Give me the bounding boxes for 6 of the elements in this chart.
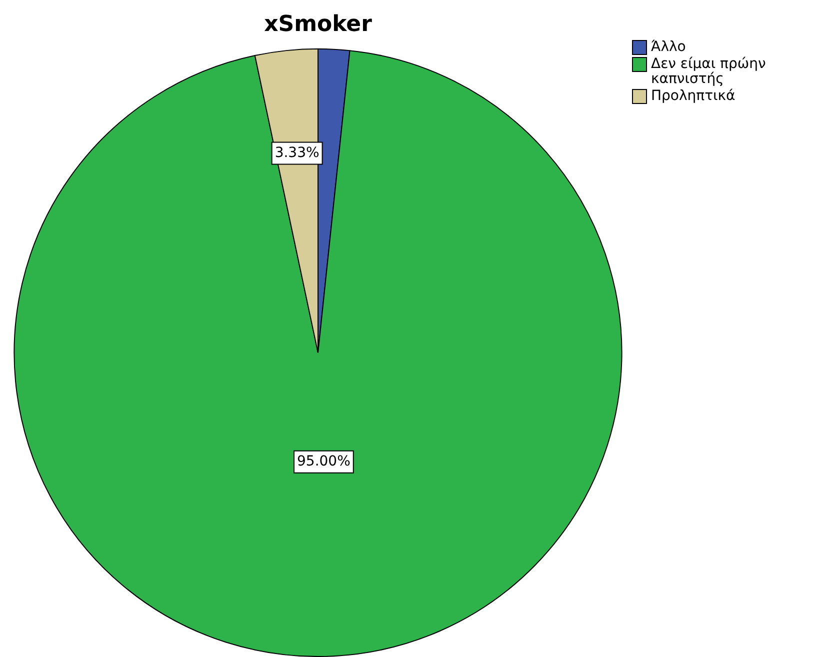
legend-label: Δεν είμαι πρώην καπνιστής bbox=[651, 56, 767, 87]
legend-label: Προληπτικά bbox=[651, 88, 736, 104]
chart-title: xSmoker bbox=[264, 12, 372, 37]
data-label: 95.00% bbox=[297, 454, 350, 470]
data-label: 3.33% bbox=[274, 144, 320, 161]
legend-label: Άλλο bbox=[651, 39, 686, 55]
